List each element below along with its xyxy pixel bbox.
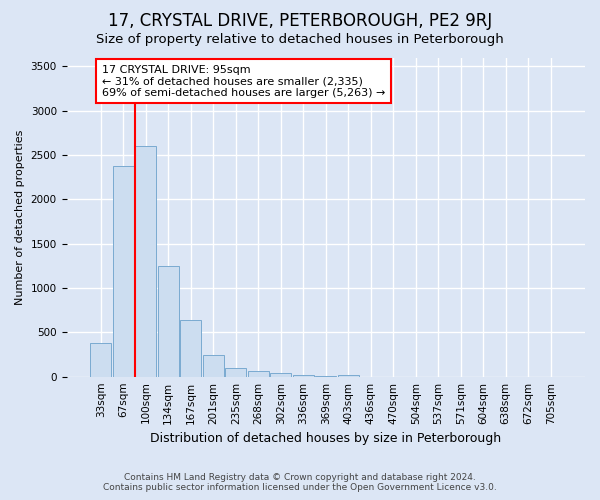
Text: Contains HM Land Registry data © Crown copyright and database right 2024.
Contai: Contains HM Land Registry data © Crown c… xyxy=(103,473,497,492)
Bar xyxy=(225,368,247,376)
Bar xyxy=(248,372,269,376)
Bar xyxy=(180,320,202,376)
Bar xyxy=(113,166,134,376)
Bar xyxy=(293,375,314,376)
Bar xyxy=(203,354,224,376)
Y-axis label: Number of detached properties: Number of detached properties xyxy=(15,130,25,305)
X-axis label: Distribution of detached houses by size in Peterborough: Distribution of detached houses by size … xyxy=(150,432,502,445)
Bar xyxy=(90,343,112,376)
Text: 17, CRYSTAL DRIVE, PETERBOROUGH, PE2 9RJ: 17, CRYSTAL DRIVE, PETERBOROUGH, PE2 9RJ xyxy=(108,12,492,30)
Bar xyxy=(158,266,179,376)
Text: Size of property relative to detached houses in Peterborough: Size of property relative to detached ho… xyxy=(96,32,504,46)
Bar xyxy=(270,373,292,376)
Bar xyxy=(135,146,157,376)
Text: 17 CRYSTAL DRIVE: 95sqm
← 31% of detached houses are smaller (2,335)
69% of semi: 17 CRYSTAL DRIVE: 95sqm ← 31% of detache… xyxy=(102,64,385,98)
